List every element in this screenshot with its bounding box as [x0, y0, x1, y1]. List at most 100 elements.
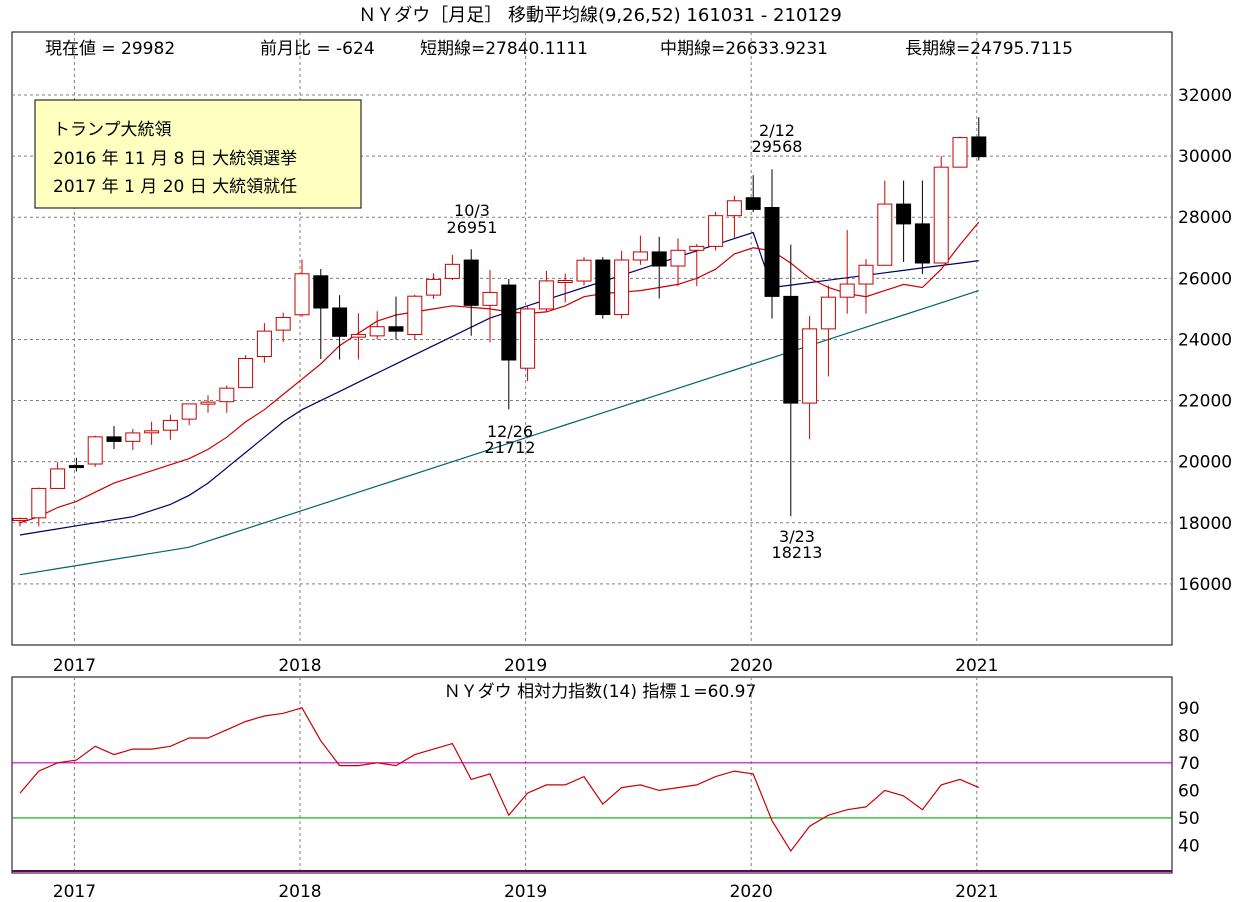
main-x-ticks: 2017 2018 2019 2020 2021 — [53, 656, 999, 676]
rsi-y-tick-label: 50 — [1178, 809, 1200, 829]
y-tick-label: 26000 — [1178, 269, 1232, 289]
long-ma-label: 長期線=24795.7115 — [905, 39, 1073, 59]
note-line-1: トランプ大統領 — [53, 120, 172, 140]
y-tick-label: 30000 — [1178, 147, 1232, 167]
candle-body — [971, 136, 987, 158]
annotation-date: 10/3 — [454, 201, 490, 220]
candle-body — [482, 291, 498, 306]
rsi-y-tick-label: 60 — [1178, 781, 1200, 801]
candle-body — [614, 259, 630, 316]
x-tick-label: 2017 — [53, 656, 96, 676]
candle-body — [651, 251, 667, 267]
candle-body — [219, 387, 235, 403]
y-tick-label: 32000 — [1178, 86, 1232, 106]
candle-body — [557, 280, 573, 284]
candle-body — [896, 203, 912, 225]
annotations: 2/12 29568 10/3 26951 12/26 21712 3/23 1… — [447, 121, 823, 562]
candle-body — [369, 326, 385, 337]
candle-body — [444, 263, 460, 279]
annotation-value: 26951 — [447, 218, 498, 237]
rsi-y-ticks: 40 50 60 70 80 90 — [1178, 699, 1200, 857]
candle-body — [31, 487, 47, 519]
candle-body — [238, 357, 254, 389]
y-tick-label: 28000 — [1178, 208, 1232, 228]
rsi-x-tick-label: 2017 — [53, 882, 96, 902]
rsi-x-tick-label: 2020 — [730, 882, 773, 902]
rsi-panel-frame — [11, 676, 1173, 874]
candle-body — [463, 259, 479, 306]
rsi-line — [19, 707, 980, 853]
rsi-y-tick-label: 40 — [1178, 836, 1200, 856]
candle-body — [313, 275, 329, 309]
candlesticks — [12, 117, 987, 527]
y-tick-label: 20000 — [1178, 453, 1232, 473]
candle-body — [144, 430, 160, 434]
note-line-2: 2016 年 11 月 8 日 大統領選挙 — [53, 149, 297, 169]
short-ma-label: 短期線=27840.1111 — [420, 39, 588, 59]
ma-mid-line — [19, 231, 979, 536]
mid-ma-label: 中期線=26633.9231 — [660, 39, 828, 59]
candle-body — [50, 468, 66, 489]
candle-body — [933, 166, 949, 264]
candle-body — [162, 419, 178, 431]
candle-body — [783, 295, 799, 404]
candle-body — [632, 251, 648, 261]
candle-body — [858, 264, 874, 285]
candle-body — [256, 330, 272, 357]
rsi-grid — [73, 677, 978, 873]
rsi-y-tick-label: 80 — [1178, 726, 1200, 746]
candle-body — [745, 197, 761, 210]
annotation-date: 3/23 — [779, 527, 815, 546]
candle-body — [595, 259, 611, 316]
annotation-date: 2/12 — [759, 121, 795, 140]
change-label: 前月比 = -624 — [260, 39, 375, 59]
chart-title: ＮＹダウ［月足］ 移動平均線(9,26,52) 161031 - 210129 — [358, 5, 842, 26]
ma-long-line — [19, 290, 979, 576]
moving-average-lines — [19, 221, 980, 576]
candle-body — [68, 465, 84, 469]
candle-body — [388, 326, 404, 332]
header-row: ＮＹダウ［月足］ 移動平均線(9,26,52) 161031 - 210129 — [358, 5, 842, 26]
candle-body — [520, 308, 536, 369]
rsi-title: ＮＹダウ 相対力指数(14) 指標１=60.97 — [444, 682, 757, 702]
x-tick-label: 2020 — [730, 656, 773, 676]
candle-body — [125, 432, 141, 442]
rsi-x-tick-label: 2021 — [955, 882, 998, 902]
y-tick-label: 22000 — [1178, 392, 1232, 412]
candle-body — [350, 333, 366, 338]
candle-body — [952, 137, 968, 168]
header-values: 現在値 = 29982 前月比 = -624 短期線=27840.1111 中期… — [45, 39, 1073, 59]
annotation-date: 12/26 — [487, 422, 533, 441]
candle-body — [332, 307, 348, 337]
rsi-y-tick-label: 90 — [1178, 699, 1200, 719]
candle-body — [200, 401, 216, 405]
trump-note-box: トランプ大統領 2016 年 11 月 8 日 大統領選挙 2017 年 1 月… — [34, 99, 362, 209]
current-value-label: 現在値 = 29982 — [45, 39, 175, 59]
candle-body — [670, 249, 686, 267]
annotation-value: 18213 — [772, 543, 823, 562]
candle-body — [294, 273, 310, 316]
x-tick-label: 2018 — [278, 656, 321, 676]
candle-body — [708, 215, 724, 247]
y-tick-label: 18000 — [1178, 514, 1232, 534]
candle-body — [181, 403, 197, 420]
candle-body — [689, 245, 705, 251]
candle-body — [538, 280, 554, 310]
candle-body — [87, 436, 103, 465]
main-panel-frame — [11, 31, 1173, 646]
rsi-lines — [12, 707, 1172, 872]
candle-body — [820, 296, 836, 330]
candle-body — [764, 206, 780, 297]
candle-body — [576, 259, 592, 282]
candle-body — [275, 316, 291, 331]
y-tick-label: 16000 — [1178, 575, 1232, 595]
rsi-x-tick-label: 2018 — [278, 882, 321, 902]
candle-body — [877, 203, 893, 266]
rsi-x-tick-label: 2019 — [504, 882, 547, 902]
x-tick-label: 2021 — [955, 656, 998, 676]
main-y-ticks: 16000 18000 20000 22000 24000 26000 28000 30000… — [1178, 86, 1232, 595]
y-tick-label: 24000 — [1178, 330, 1232, 350]
candle-body — [106, 436, 122, 442]
annotation-value: 21712 — [485, 438, 536, 457]
ma-short-line — [19, 221, 980, 524]
